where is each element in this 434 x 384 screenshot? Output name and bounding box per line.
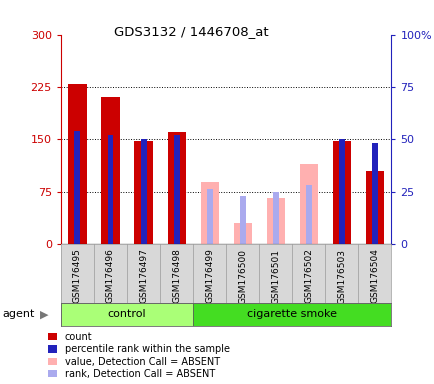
Text: GSM176501: GSM176501 — [271, 248, 279, 304]
Text: GSM176504: GSM176504 — [370, 248, 378, 303]
Bar — [239, 196, 245, 244]
Text: GSM176500: GSM176500 — [238, 248, 247, 304]
Text: agent: agent — [2, 310, 34, 319]
Text: GSM176498: GSM176498 — [172, 248, 181, 303]
Bar — [305, 185, 311, 244]
Bar — [107, 135, 113, 244]
Bar — [167, 132, 185, 244]
Bar — [371, 143, 377, 244]
Bar — [193, 303, 391, 326]
Bar — [68, 84, 86, 244]
Bar — [74, 131, 80, 244]
Bar — [299, 164, 317, 244]
Text: GSM176497: GSM176497 — [139, 248, 148, 303]
Bar — [140, 139, 146, 244]
Bar — [101, 98, 119, 244]
Text: GSM176502: GSM176502 — [304, 248, 312, 303]
Text: GSM176496: GSM176496 — [106, 248, 115, 303]
Bar — [365, 170, 383, 244]
Text: GSM176503: GSM176503 — [337, 248, 345, 304]
Text: ▶: ▶ — [40, 310, 49, 319]
Bar — [200, 182, 218, 244]
Bar — [332, 141, 350, 244]
Bar — [272, 192, 278, 244]
Text: GSM176499: GSM176499 — [205, 248, 214, 303]
Text: GSM176495: GSM176495 — [73, 248, 82, 303]
Bar — [206, 189, 212, 244]
Text: GDS3132 / 1446708_at: GDS3132 / 1446708_at — [114, 25, 268, 38]
Legend: count, percentile rank within the sample, value, Detection Call = ABSENT, rank, : count, percentile rank within the sample… — [48, 332, 229, 379]
Text: control: control — [108, 310, 146, 319]
Bar — [338, 139, 344, 244]
Bar — [134, 141, 152, 244]
Bar — [61, 303, 193, 326]
Bar — [173, 135, 179, 244]
Text: cigarette smoke: cigarette smoke — [247, 310, 336, 319]
Bar — [266, 199, 284, 244]
Bar — [233, 223, 251, 244]
